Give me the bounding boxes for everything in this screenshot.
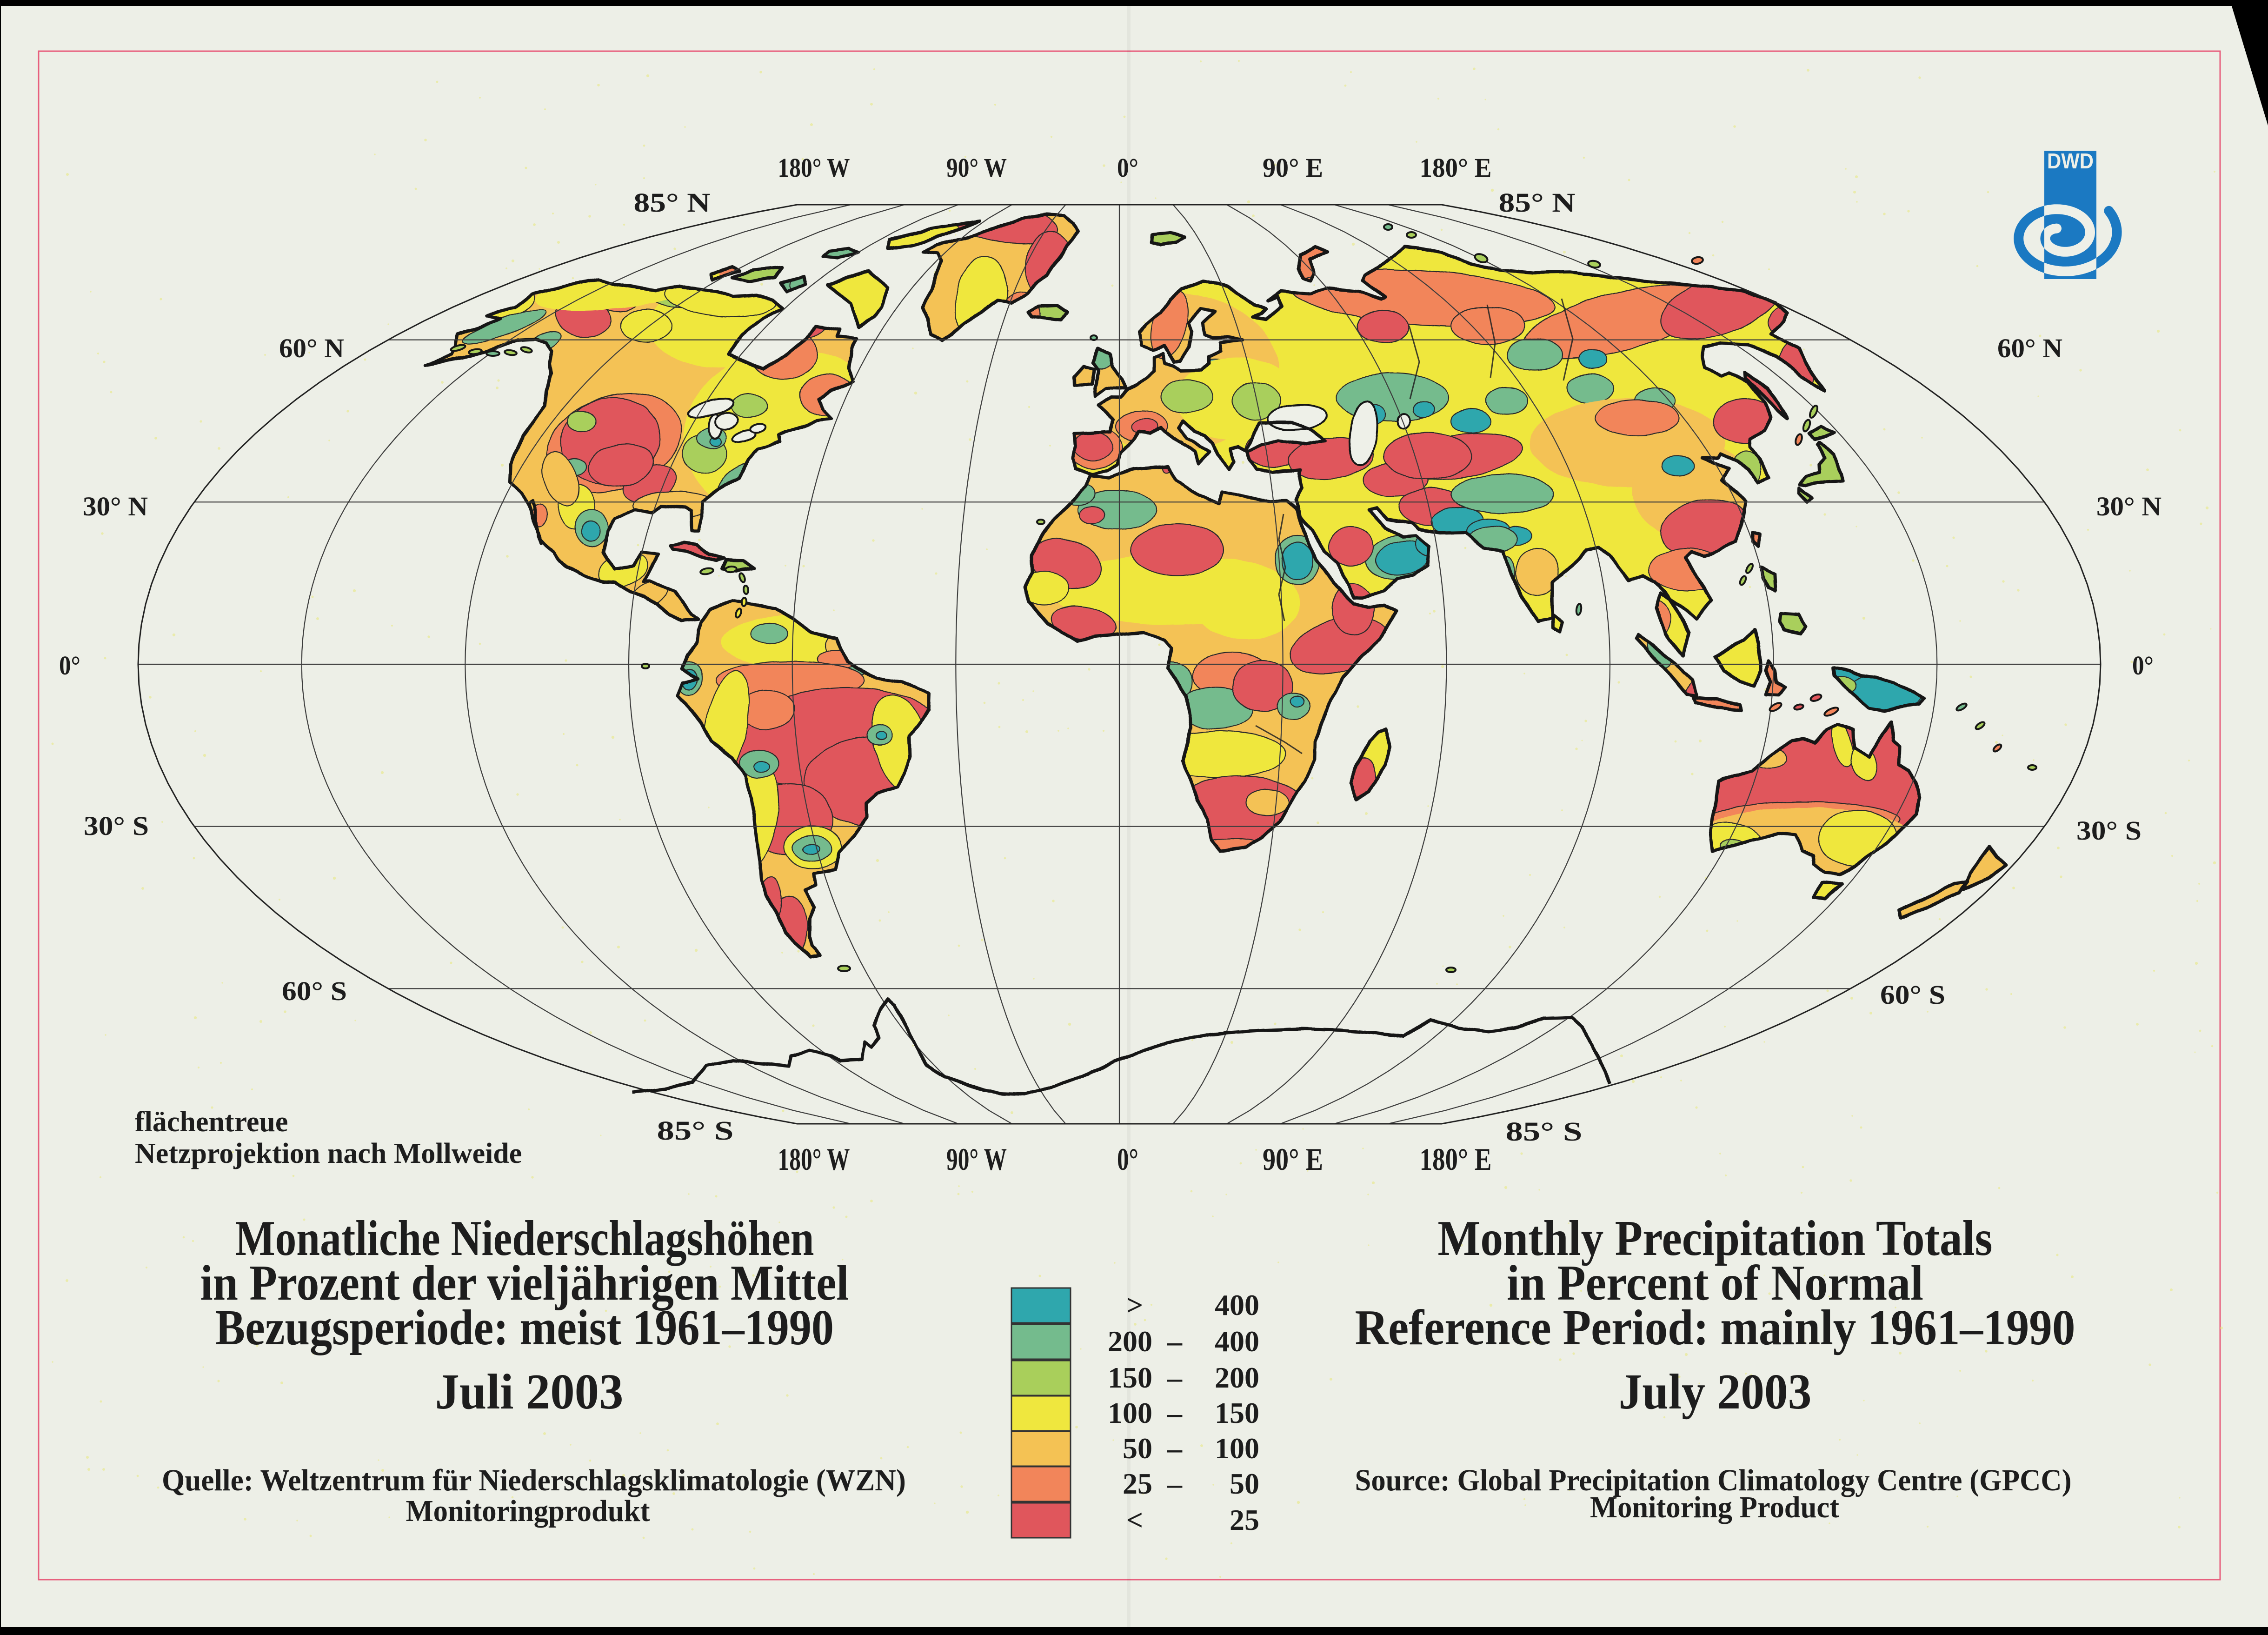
svg-text:200: 200 <box>1215 1361 1259 1394</box>
svg-text:–: – <box>1167 1432 1183 1465</box>
svg-text:60° N: 60° N <box>279 333 344 363</box>
svg-text:60° N: 60° N <box>1997 333 2062 363</box>
svg-text:in Percent of Normal: in Percent of Normal <box>1507 1255 1923 1311</box>
svg-text:0°: 0° <box>2132 650 2154 681</box>
svg-text:Bezugsperiode: meist 1961–1990: Bezugsperiode: meist 1961–1990 <box>215 1300 834 1355</box>
svg-text:150: 150 <box>1215 1396 1259 1429</box>
svg-text:30° N: 30° N <box>2096 491 2162 521</box>
svg-text:150: 150 <box>1108 1361 1152 1394</box>
svg-text:Monthly Precipitation Totals: Monthly Precipitation Totals <box>1438 1211 1993 1266</box>
svg-text:90° E: 90° E <box>1263 1141 1323 1177</box>
svg-text:0°: 0° <box>59 650 80 681</box>
svg-text:Source: Global Precipitation C: Source: Global Precipitation Climatology… <box>1355 1463 2072 1497</box>
svg-text:DWD: DWD <box>2047 149 2094 173</box>
svg-text:Monitoringprodukt: Monitoringprodukt <box>406 1494 650 1528</box>
svg-text:50: 50 <box>1123 1432 1152 1465</box>
svg-text:50: 50 <box>1230 1467 1259 1500</box>
svg-text:90° W: 90° W <box>946 153 1007 183</box>
svg-text:400: 400 <box>1215 1288 1259 1321</box>
svg-text:200: 200 <box>1108 1325 1152 1358</box>
svg-text:85° N: 85° N <box>1499 187 1576 218</box>
svg-text:Monitoring Product: Monitoring Product <box>1590 1490 1839 1524</box>
svg-text:July 2003: July 2003 <box>1619 1364 1812 1420</box>
svg-text:30° S: 30° S <box>84 811 149 841</box>
svg-text:Quelle: Weltzentrum für Nieder: Quelle: Weltzentrum für Niederschlagskli… <box>162 1463 906 1497</box>
svg-text:30° N: 30° N <box>83 491 148 521</box>
svg-text:100: 100 <box>1108 1396 1152 1429</box>
svg-text:85° N: 85° N <box>634 187 711 218</box>
svg-text:Reference Period: mainly 1961–: Reference Period: mainly 1961–1990 <box>1355 1300 2075 1355</box>
svg-text:85° S: 85° S <box>657 1115 734 1146</box>
svg-text:>: > <box>1126 1288 1143 1321</box>
svg-text:90° W: 90° W <box>946 1141 1007 1177</box>
svg-text:180° W: 180° W <box>778 153 850 183</box>
svg-text:–: – <box>1167 1361 1183 1394</box>
svg-text:0°: 0° <box>1117 1141 1138 1177</box>
svg-text:25: 25 <box>1123 1467 1152 1500</box>
svg-text:60° S: 60° S <box>282 976 347 1006</box>
svg-text:30° S: 30° S <box>2076 815 2142 846</box>
svg-text:0°: 0° <box>1117 153 1138 183</box>
svg-text:<: < <box>1126 1503 1143 1536</box>
svg-text:180° E: 180° E <box>1420 1141 1492 1177</box>
svg-text:400: 400 <box>1215 1325 1259 1358</box>
svg-text:90° E: 90° E <box>1263 153 1323 183</box>
svg-text:Netzprojektion nach Mollweide: Netzprojektion nach Mollweide <box>135 1138 522 1169</box>
svg-text:85° S: 85° S <box>1506 1116 1583 1147</box>
svg-text:in Prozent der vieljährigen Mi: in Prozent der vieljährigen Mittel <box>200 1255 849 1311</box>
svg-text:Monatliche Niederschlagshöhen: Monatliche Niederschlagshöhen <box>235 1211 814 1266</box>
svg-text:100: 100 <box>1215 1432 1259 1465</box>
svg-text:Juli 2003: Juli 2003 <box>435 1364 624 1420</box>
svg-text:60° S: 60° S <box>1880 980 1945 1010</box>
svg-text:180° E: 180° E <box>1420 153 1492 183</box>
svg-text:25: 25 <box>1230 1503 1259 1536</box>
svg-text:–: – <box>1167 1467 1183 1500</box>
svg-text:flächentreue: flächentreue <box>135 1106 288 1138</box>
svg-text:180° W: 180° W <box>778 1141 850 1177</box>
svg-text:–: – <box>1167 1396 1183 1429</box>
svg-text:–: – <box>1167 1325 1183 1358</box>
